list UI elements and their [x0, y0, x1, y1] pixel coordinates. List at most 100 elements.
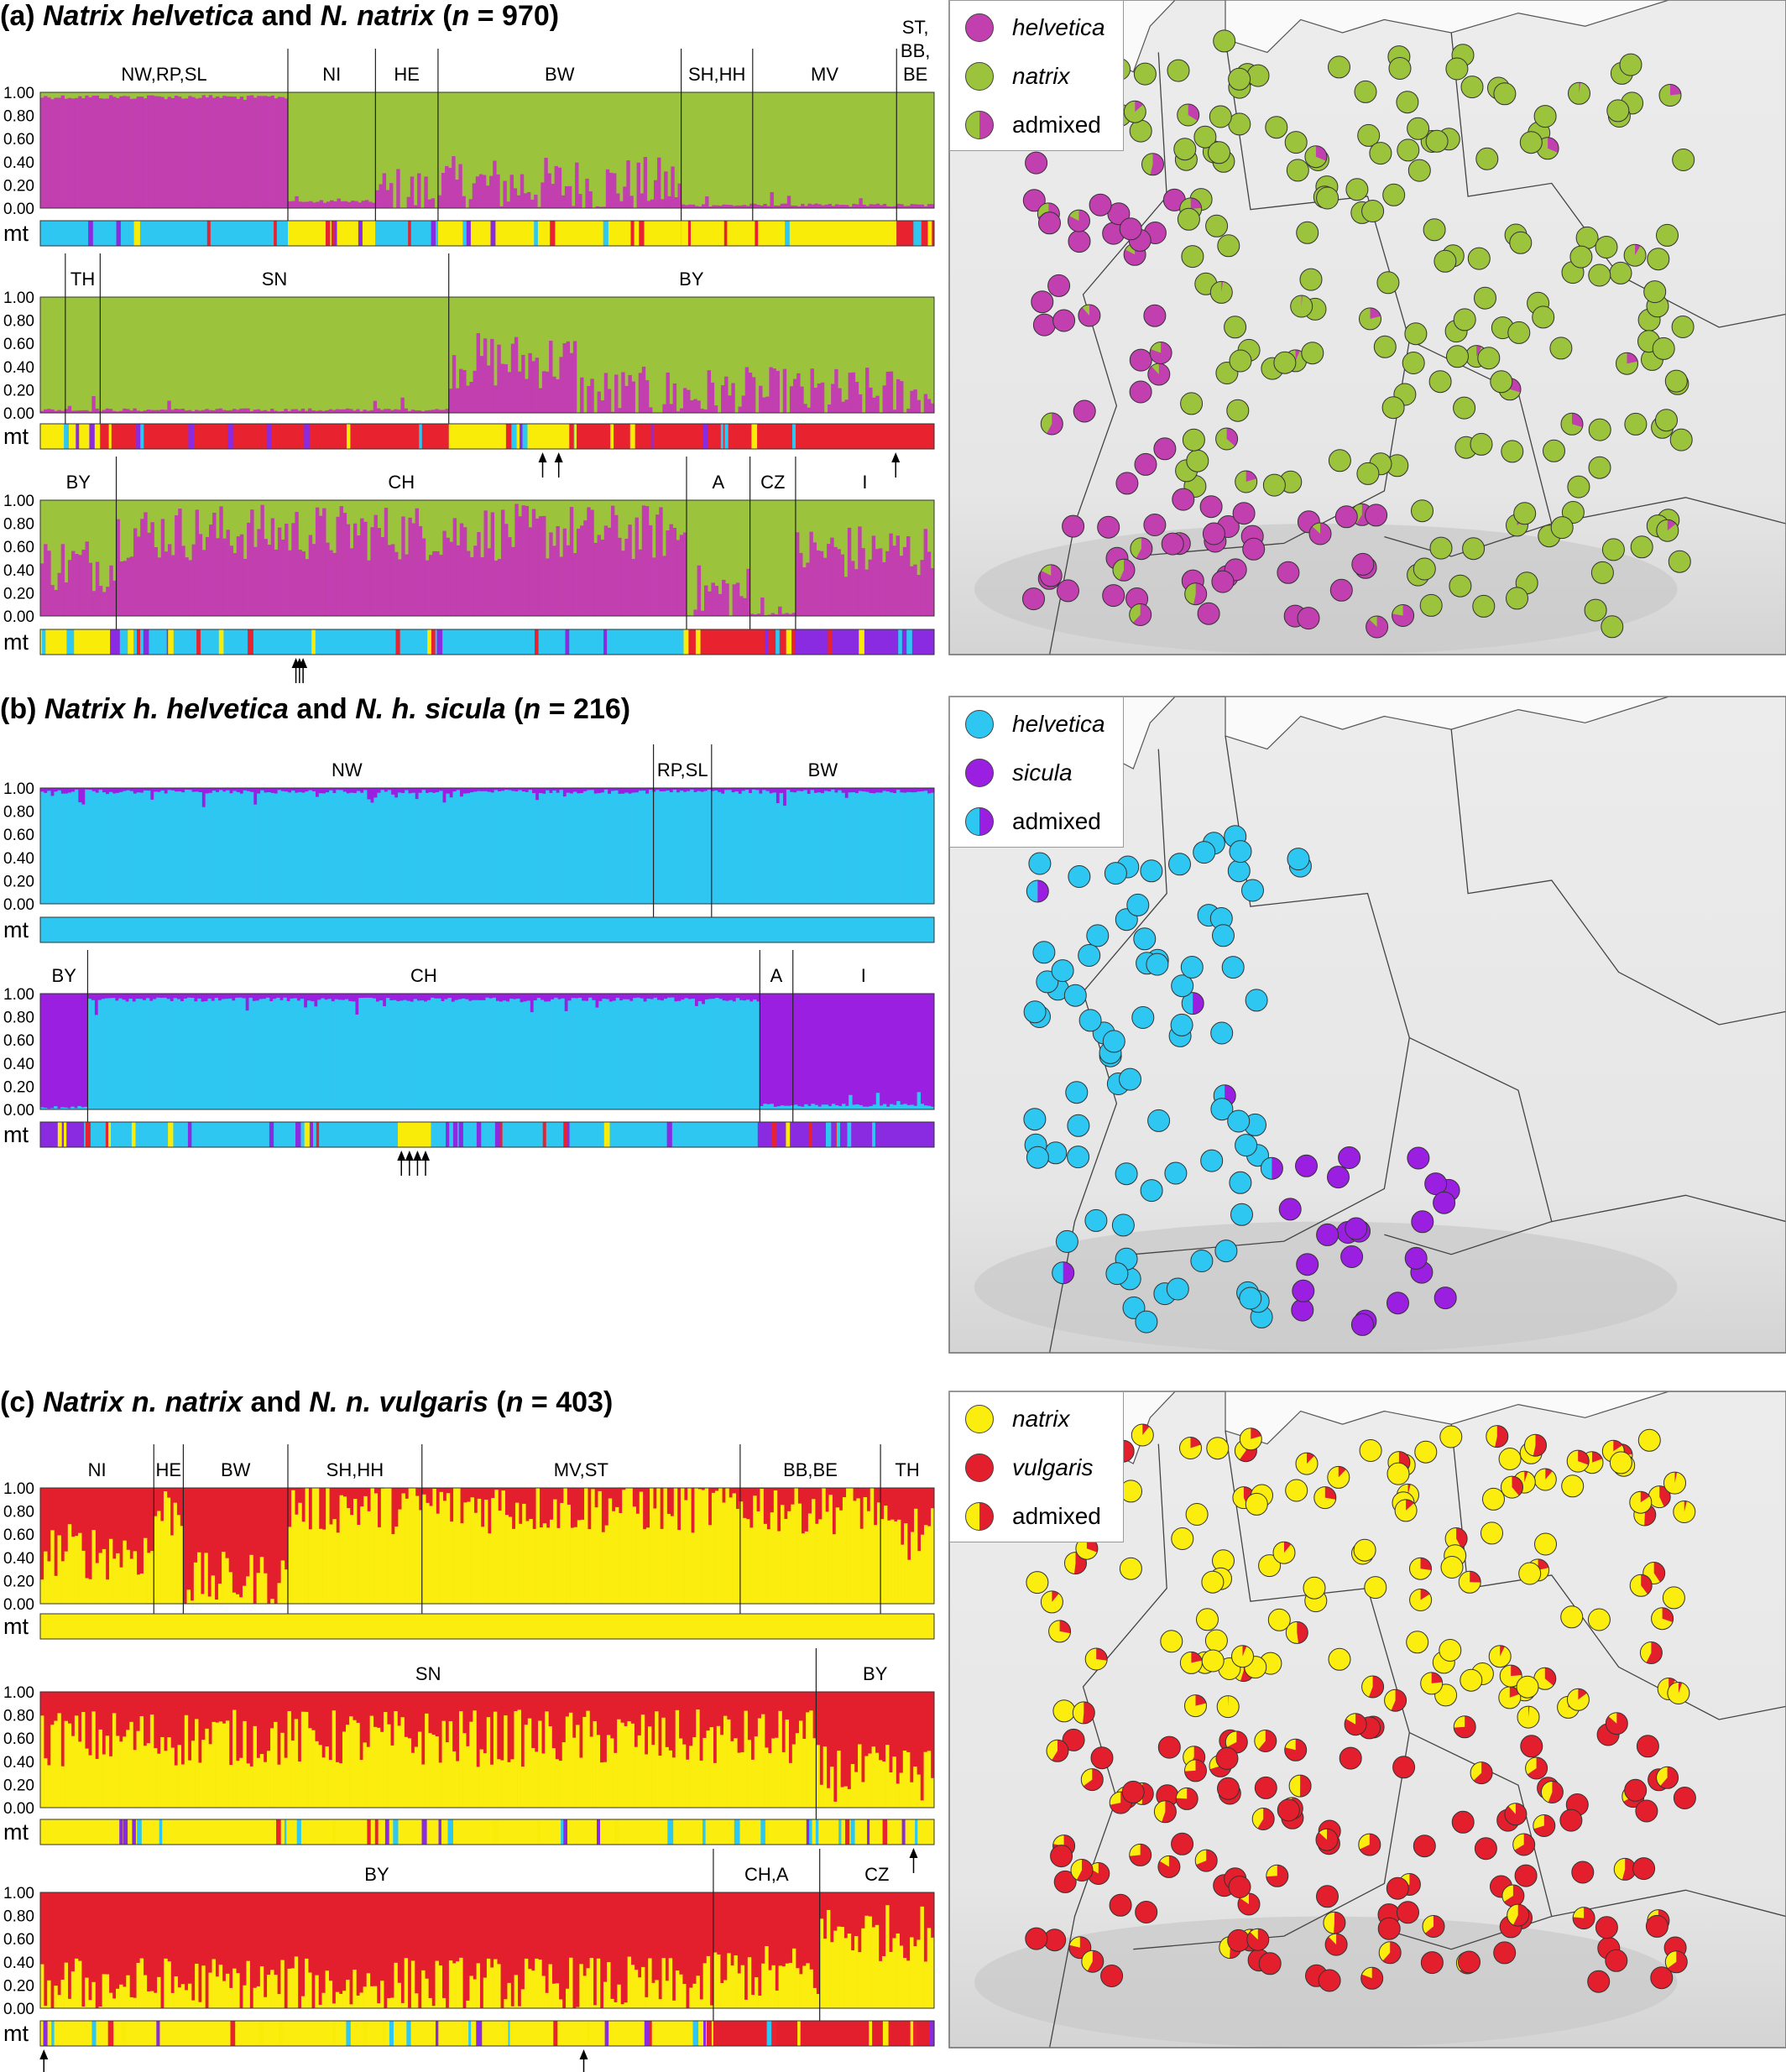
bar: [541, 371, 546, 413]
sample-point: [1518, 1562, 1542, 1585]
y-tick-label: 1.00: [3, 1480, 34, 1498]
sample-point: [1221, 956, 1245, 979]
sample-point: [1480, 1521, 1503, 1545]
bar: [588, 190, 593, 208]
bar: [361, 201, 366, 208]
sample-point: [1386, 1292, 1409, 1315]
bar: [335, 1991, 340, 2008]
sample-point: [1121, 1780, 1145, 1803]
mt-stripe: [640, 221, 644, 246]
bar: [540, 999, 545, 1109]
mt-stripe: [168, 1122, 174, 1147]
bar: [661, 1958, 666, 2008]
bar: [655, 514, 660, 616]
bar: [252, 1000, 256, 1109]
bar: [930, 403, 935, 413]
bar: [759, 793, 763, 904]
country-border: [1450, 1424, 1786, 1720]
bar: [264, 96, 268, 208]
sample-point-admixed: [1231, 1645, 1254, 1668]
bar: [927, 551, 932, 616]
bar: [284, 791, 289, 904]
bar: [807, 407, 811, 413]
sample-point: [1254, 1776, 1277, 1799]
bar: [892, 1938, 896, 2008]
mt-stripe: [326, 221, 331, 246]
bar: [788, 613, 793, 616]
sample-point: [1358, 1716, 1381, 1740]
mt-stripe: [865, 424, 871, 449]
group-label: A: [770, 965, 783, 986]
mt-stripe: [859, 629, 864, 655]
bar: [459, 523, 464, 616]
bar: [535, 358, 540, 413]
bar: [670, 1516, 675, 1604]
bar: [562, 528, 567, 616]
bar: [352, 1001, 356, 1109]
bar: [147, 532, 151, 616]
bar: [799, 1974, 803, 2008]
sample-point: [1209, 1567, 1232, 1590]
sample-point: [1668, 550, 1691, 573]
bar: [754, 1736, 759, 1808]
bar: [441, 1997, 446, 2008]
bar: [441, 1000, 445, 1109]
sample-point: [1588, 456, 1611, 479]
bar: [81, 410, 86, 413]
bar: [428, 1997, 432, 2008]
bar: [174, 791, 179, 904]
bar: [226, 790, 230, 904]
bar: [642, 1529, 647, 1604]
bar: [827, 544, 831, 616]
bar: [868, 1916, 872, 2008]
bar: [246, 1763, 250, 1808]
bar: [44, 1551, 48, 1604]
bar: [267, 545, 272, 616]
bar: [681, 1488, 685, 1604]
sample-point: [1097, 515, 1120, 539]
sample-point: [1102, 1030, 1125, 1053]
bar: [747, 1957, 752, 2008]
bar: [375, 190, 379, 208]
sample-point: [1167, 59, 1190, 82]
bar: [704, 1488, 709, 1604]
sample-point: [1386, 1876, 1409, 1900]
mt-stripe: [806, 1819, 810, 1845]
bar: [664, 171, 668, 208]
bar: [597, 793, 601, 904]
bar: [64, 98, 69, 208]
bar: [861, 548, 865, 616]
bar: [650, 999, 654, 1109]
bar: [329, 550, 333, 616]
bar: [802, 1739, 807, 1808]
sample-point: [1283, 604, 1307, 628]
bar: [257, 529, 261, 616]
sample-point-admixed: [1112, 558, 1136, 582]
sample-point-admixed: [1499, 1664, 1522, 1688]
sample-point: [1125, 587, 1149, 610]
mt-stripe: [629, 424, 635, 449]
bar: [115, 1735, 120, 1808]
sample-point-admixed: [1507, 1903, 1530, 1927]
bar: [816, 1745, 820, 1808]
sample-point: [1516, 1675, 1539, 1699]
sample-point: [1166, 1277, 1189, 1301]
sample-point: [1334, 505, 1358, 529]
bar: [388, 1488, 392, 1604]
sample-point: [1267, 1608, 1291, 1631]
bar: [359, 1992, 363, 2008]
bar: [270, 518, 275, 616]
mt-label: mt: [3, 424, 29, 449]
sample-point: [1022, 189, 1046, 212]
bar: [742, 1000, 747, 1109]
bar: [556, 1527, 561, 1604]
bar: [277, 1994, 281, 2008]
bar: [566, 341, 571, 413]
bar: [431, 997, 435, 1109]
bar: [518, 516, 522, 616]
sicula-swatch: [965, 759, 994, 787]
bar: [101, 999, 106, 1109]
bar: [211, 1575, 216, 1604]
bar: [185, 789, 189, 904]
